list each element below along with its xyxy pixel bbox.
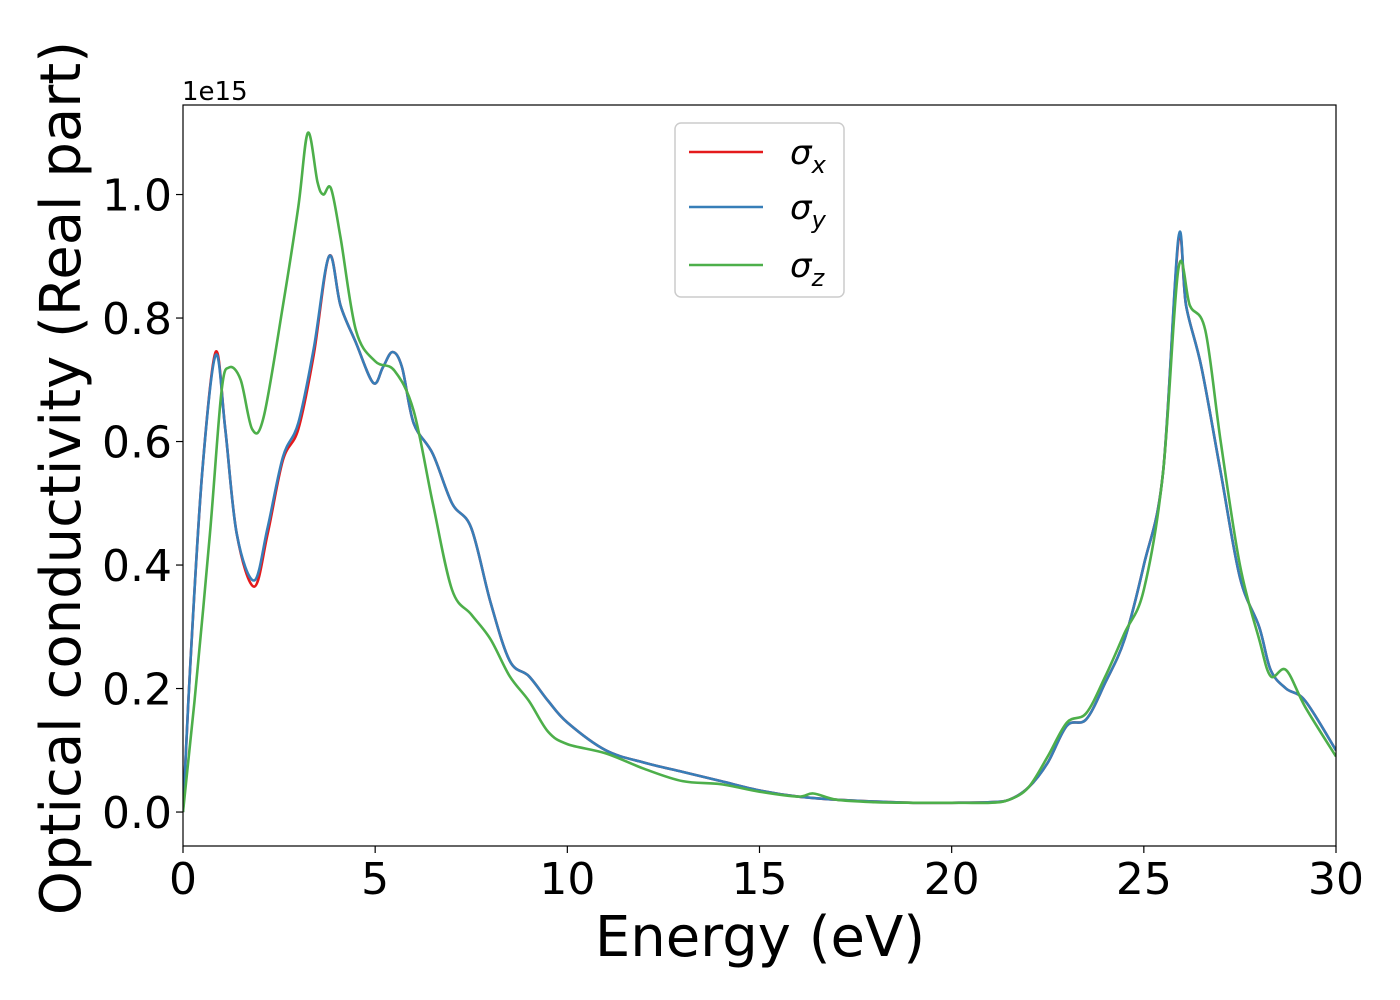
x-tick-label: 5	[361, 854, 389, 905]
legend-label-x: σx	[790, 133, 827, 179]
x-axis-label: Energy (eV)	[595, 905, 925, 970]
legend-symbol: σ	[790, 133, 813, 173]
series-line-y	[183, 230, 1336, 813]
series-lines	[183, 131, 1336, 813]
y-axis-label: Optical conductivity (Real part)	[29, 41, 94, 915]
x-tick-label: 10	[539, 854, 595, 905]
legend-symbol: σ	[790, 188, 813, 228]
y-tick-label: 0.8	[102, 294, 172, 345]
x-tick-label: 30	[1308, 854, 1364, 905]
legend-subscript: x	[811, 151, 827, 179]
series-line-z	[183, 131, 1336, 813]
x-tick-label: 20	[924, 854, 980, 905]
x-tick-label: 15	[732, 854, 788, 905]
x-axis-ticks: 0 5 10 15 20 25 30	[169, 846, 1364, 905]
y-tick-label: 0.0	[102, 788, 172, 839]
y-tick-label: 0.2	[102, 665, 172, 716]
legend-label-z: σz	[790, 246, 826, 292]
legend-box	[674, 122, 845, 298]
x-tick-label: 0	[169, 854, 197, 905]
legend-subscript: z	[811, 264, 826, 292]
legend-label-y: σy	[790, 188, 827, 234]
y-axis-ticks: 0.0 0.2 0.4 0.6 0.8 1.0	[102, 171, 183, 839]
y-tick-label: 1.0	[102, 171, 172, 222]
legend-symbol: σ	[790, 246, 813, 286]
y-tick-label: 0.4	[102, 541, 172, 592]
y-axis-offset-label: 1e15	[182, 77, 248, 107]
legend-subscript: y	[811, 206, 827, 234]
y-tick-label: 0.6	[102, 418, 172, 469]
x-tick-label: 25	[1116, 854, 1172, 905]
